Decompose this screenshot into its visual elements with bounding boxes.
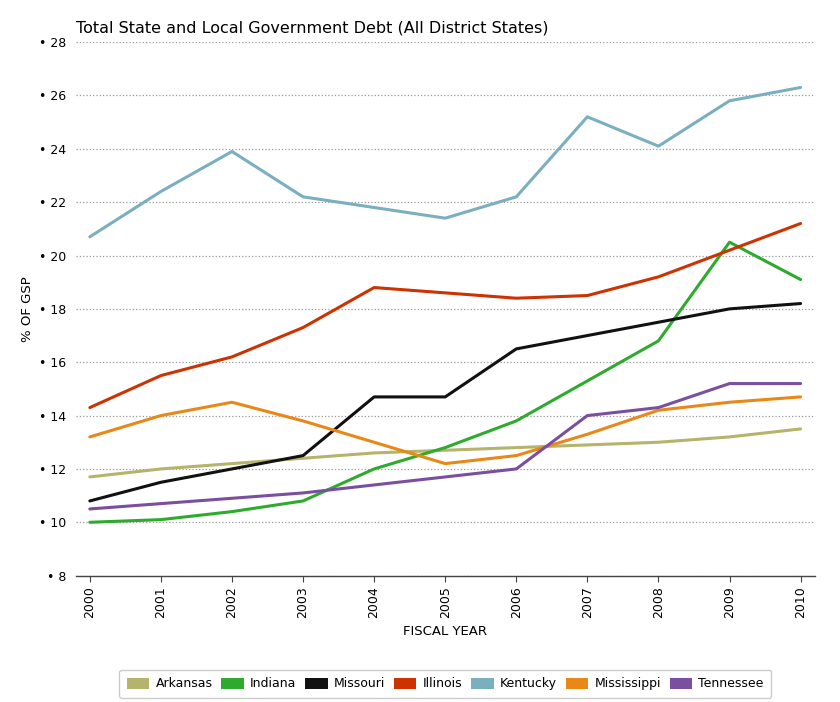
Y-axis label: % OF GSP: % OF GSP [22, 276, 34, 342]
Text: Total State and Local Government Debt (All District States): Total State and Local Government Debt (A… [76, 20, 549, 35]
Legend: Arkansas, Indiana, Missouri, Illinois, Kentucky, Mississippi, Tennessee: Arkansas, Indiana, Missouri, Illinois, K… [119, 670, 771, 698]
X-axis label: FISCAL YEAR: FISCAL YEAR [403, 625, 487, 638]
